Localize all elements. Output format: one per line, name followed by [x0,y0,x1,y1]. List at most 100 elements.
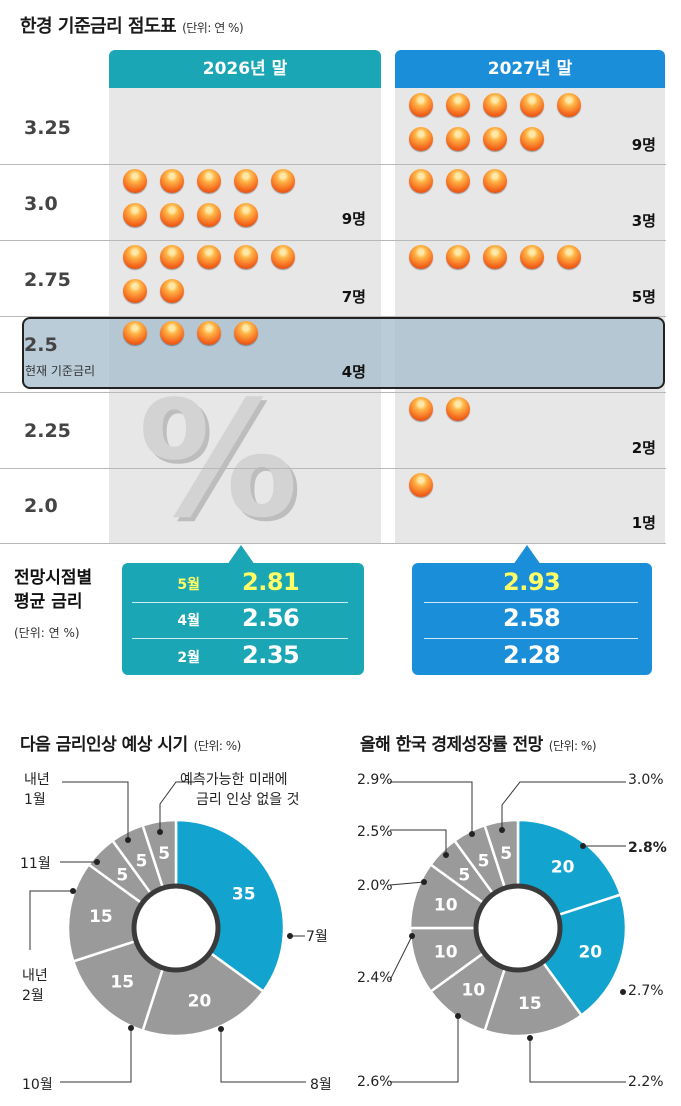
grid-line [0,164,666,165]
average-2026-feb: 2.35 [242,641,300,669]
donut2-label-2-6: 2.6% [357,1074,393,1090]
dot-marker [557,245,581,269]
rate-label: 2.0 [24,495,58,517]
grid-line [0,316,666,317]
dot-marker [557,93,581,117]
donut-slice-value: 5 [158,844,170,864]
current-rate-note: 현재 기준금리 [25,364,96,378]
donut-center-hole [131,883,221,973]
donut2-label-2-0: 2.0% [357,878,393,894]
dot-marker [446,245,470,269]
dot-marker [446,169,470,193]
dot-marker [234,203,258,227]
dot-marker [271,169,295,193]
grid-line [0,240,666,241]
donut2-label-2-7: 2.7% [628,983,664,999]
pointer-2027 [513,545,541,565]
rate-label: 2.5 [24,334,58,356]
leader-dot [469,831,475,837]
donut-slice-value: 20 [188,991,212,1011]
donut1-label-feb-next: 내년 2월 [22,966,48,1006]
rate-label: 2.25 [24,420,71,442]
leader-line [159,781,195,832]
count-2027: 2명 [631,439,656,457]
donut1-label-oct: 10월 [22,1077,53,1093]
leader-dot [455,1013,461,1019]
donut2-label-2-8: 2.8% [628,840,667,856]
average-unit: (단위: 연 %) [14,626,80,640]
column-header-2026: 2026년 말 [109,50,381,88]
dot-marker [197,245,221,269]
leader-dot [128,1025,134,1031]
pointer-2026 [227,545,255,565]
leader-line [29,890,73,950]
column-header-2027: 2027년 말 [395,50,665,88]
dot-marker [123,203,147,227]
dot-marker [409,473,433,497]
dot-marker [234,321,258,345]
grid-line [0,543,666,544]
dot-marker [160,169,184,193]
average-2027-may: 2.93 [503,568,561,596]
dot-marker [409,397,433,421]
donut-slice-value: 5 [478,851,490,871]
row-separator [132,638,348,639]
row-separator [424,638,638,639]
leader-line [220,1029,306,1083]
average-section-title: 전망시점별 평균 금리 (단위: 연 %) [14,566,124,641]
grid-line [0,468,666,469]
dot-marker [271,245,295,269]
row-separator [424,602,638,603]
leader-line [390,781,473,834]
average-2027-feb: 2.28 [503,641,561,669]
count-2026: 4명 [341,363,366,381]
leader-line [60,1028,132,1083]
chart-title: 한경 기준금리 점도표 (단위: 연 %) [20,12,244,38]
leader-dot [499,827,505,833]
percent-watermark: % [138,366,299,553]
donut1-label-jan-next-line1: 내년 [24,772,50,788]
leader-line [501,781,626,830]
donut-center-hole [473,883,563,973]
average-label-apr: 4월 [177,613,200,629]
donut-slice-value: 15 [110,973,134,993]
chart-unit: (단위: 연 %) [182,21,244,35]
leader-line [390,1016,459,1083]
donut-slice-value: 10 [461,980,485,1000]
average-box-2027 [412,563,652,675]
count-2027: 5명 [631,288,656,306]
rate-label: 3.25 [24,117,71,139]
average-2027-apr: 2.58 [503,604,561,632]
donut1-label-jul: 7월 [306,929,328,945]
donut-slice-value: 35 [232,884,256,904]
leader-dot [287,933,293,939]
donut2-label-2-5: 2.5% [357,824,393,840]
leader-line [389,881,425,886]
leader-line [529,1038,626,1083]
dot-marker [197,169,221,193]
count-2026: 9명 [341,210,366,228]
donut-slice-value: 20 [551,858,575,878]
donut1-label-jan-next: 내년 1월 [24,770,50,810]
leader-line [389,935,413,981]
leader-dot [443,852,449,858]
donut1-label-feb-next-line1: 내년 [22,968,48,984]
donut2-label-2-4: 2.4% [357,970,393,986]
dot-marker [197,321,221,345]
donut1-label-nov: 11월 [20,856,51,872]
leader-dot [218,1026,224,1032]
donut1-unit: (단위: %) [193,739,242,753]
chart-title-text: 한경 기준금리 점도표 [20,16,177,37]
donut-slice-value: 5 [458,865,470,885]
donut2-title-text: 올해 한국 경제성장률 전망 [360,735,543,755]
average-box-2026 [122,563,364,675]
donut1-label-aug: 8월 [310,1077,332,1093]
donut-slice-value: 15 [89,907,113,927]
average-2026-apr: 2.56 [242,604,300,632]
dot-marker [123,245,147,269]
dot-marker [409,169,433,193]
dot-marker [123,279,147,303]
rate-label: 3.0 [24,193,58,215]
